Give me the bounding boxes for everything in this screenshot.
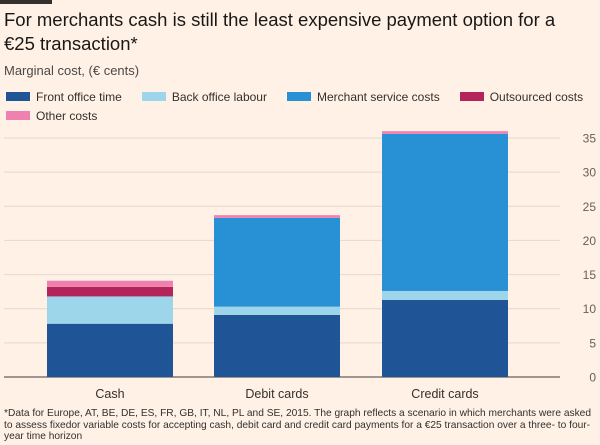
y-tick-label: 10 <box>583 302 597 316</box>
x-category-label: Debit cards <box>245 387 308 401</box>
bar-segment <box>382 133 508 291</box>
legend-label: Back office labour <box>171 89 267 104</box>
bar-segment <box>47 296 173 324</box>
legend-label: Front office time <box>36 89 122 104</box>
chart-title: For merchants cash is still the least ex… <box>4 9 556 54</box>
y-tick-label: 20 <box>583 234 597 248</box>
bar-segment <box>214 217 340 307</box>
legend-item: Outsourced costs <box>459 88 584 105</box>
legend-swatch <box>6 92 30 101</box>
bar-segment <box>214 306 340 315</box>
bar-segment <box>47 286 173 297</box>
legend-swatch <box>141 92 166 101</box>
y-tick-label: 5 <box>589 336 596 350</box>
bar-segment <box>47 280 173 287</box>
legend-item: Other costs <box>6 107 97 124</box>
bar-segment <box>382 131 508 134</box>
legend-item: Front office time <box>6 88 122 105</box>
legend-swatch <box>459 92 484 101</box>
y-tick-label: 25 <box>583 200 597 214</box>
legend-label: Other costs <box>36 108 98 123</box>
legend: Front office time Back office labour Merch… <box>6 88 596 124</box>
bar-segment <box>382 299 508 377</box>
footnote: *Data for Europe, AT, BE, DE, ES, FR, GB… <box>4 408 591 442</box>
legend-item: Merchant service costs <box>286 88 440 105</box>
bar-segment <box>214 215 340 218</box>
header-rule <box>0 0 52 4</box>
bar-segment <box>382 290 508 300</box>
legend-label: Outsourced costs <box>489 89 584 104</box>
y-tick-label: 30 <box>583 166 597 180</box>
bar-segment <box>214 314 340 377</box>
y-tick-label: 15 <box>583 268 597 282</box>
legend-label: Merchant service costs <box>316 89 440 104</box>
x-category-label: Credit cards <box>411 387 478 401</box>
bar-segment <box>47 323 173 377</box>
legend-item: Back office labour <box>141 88 267 105</box>
x-category-label: Cash <box>95 387 124 401</box>
chart-subtitle: Marginal cost, (€ cents) <box>4 63 140 78</box>
legend-swatch <box>286 92 311 101</box>
y-tick-label: 35 <box>583 132 597 146</box>
y-tick-label: 0 <box>589 371 596 385</box>
legend-swatch <box>6 111 30 120</box>
